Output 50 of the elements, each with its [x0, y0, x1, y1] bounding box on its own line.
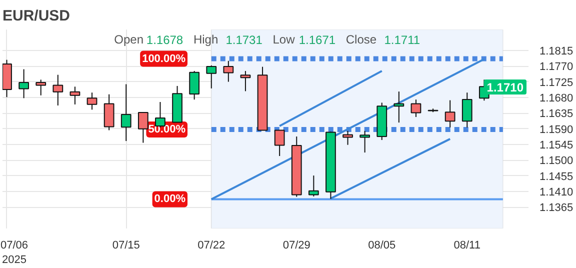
candlestick — [18, 68, 29, 99]
x-tick-label: 07/29 — [282, 240, 310, 252]
y-tick-label: 1.1590 — [540, 124, 574, 136]
annotation: Close — [346, 32, 377, 46]
candlestick — [308, 175, 319, 197]
annotation: 1.1711 — [384, 33, 420, 47]
candlestick — [274, 130, 285, 157]
candlestick — [206, 64, 217, 89]
annotation: High — [193, 32, 218, 46]
x-tick-label: 08/05 — [368, 240, 396, 252]
annotation: 1.1731 — [226, 33, 263, 47]
candlestick — [138, 112, 148, 144]
candlestick — [394, 91, 404, 124]
candlestick — [410, 99, 422, 118]
annotation: 1.1671 — [298, 33, 336, 47]
candlestick — [189, 70, 200, 100]
y-tick-label: 1.1410 — [540, 186, 574, 199]
annotation: 1.1710 — [486, 80, 524, 95]
annotation: Open — [114, 32, 144, 46]
candlestick — [86, 92, 98, 110]
y-tick-label: 1.1500 — [540, 155, 574, 168]
candlestick — [52, 74, 64, 106]
candlestick — [223, 60, 234, 82]
y-tick-label: 1.1635 — [540, 108, 574, 120]
y-tick-label: 1.1455 — [540, 170, 574, 183]
candlestick — [36, 79, 46, 96]
y-tick-label: 1.1770 — [540, 61, 574, 74]
candlestick — [104, 94, 114, 131]
annotation: 100.00% — [142, 52, 186, 65]
x-tick-label: 08/11 — [454, 240, 480, 252]
candlestick — [240, 70, 251, 92]
candlestick — [70, 86, 80, 105]
y-tick-label: 1.1680 — [540, 92, 574, 104]
x-tick-label: 07/22 — [198, 240, 226, 252]
y-tick-label: 1.1815 — [540, 45, 574, 58]
chart-title: EUR/USD — [2, 8, 70, 24]
annotation: Low — [272, 32, 296, 46]
candlestick — [462, 92, 472, 128]
candlestick — [342, 130, 353, 146]
x-tick-label: 07/06 2025 — [0, 240, 28, 266]
candlestick — [444, 100, 456, 128]
x-tick-label: 07/15 — [112, 240, 140, 252]
y-tick-label: 1.1545 — [540, 140, 574, 152]
annotation: 0.00% — [154, 193, 186, 206]
candlestick — [360, 130, 370, 154]
y-tick-label: 1.1725 — [540, 76, 574, 89]
y-tick-label: 1.1365 — [540, 202, 574, 214]
annotation: 1.1678 — [146, 33, 184, 47]
candlestick — [120, 84, 132, 142]
annotation: 50.00% — [148, 124, 186, 136]
